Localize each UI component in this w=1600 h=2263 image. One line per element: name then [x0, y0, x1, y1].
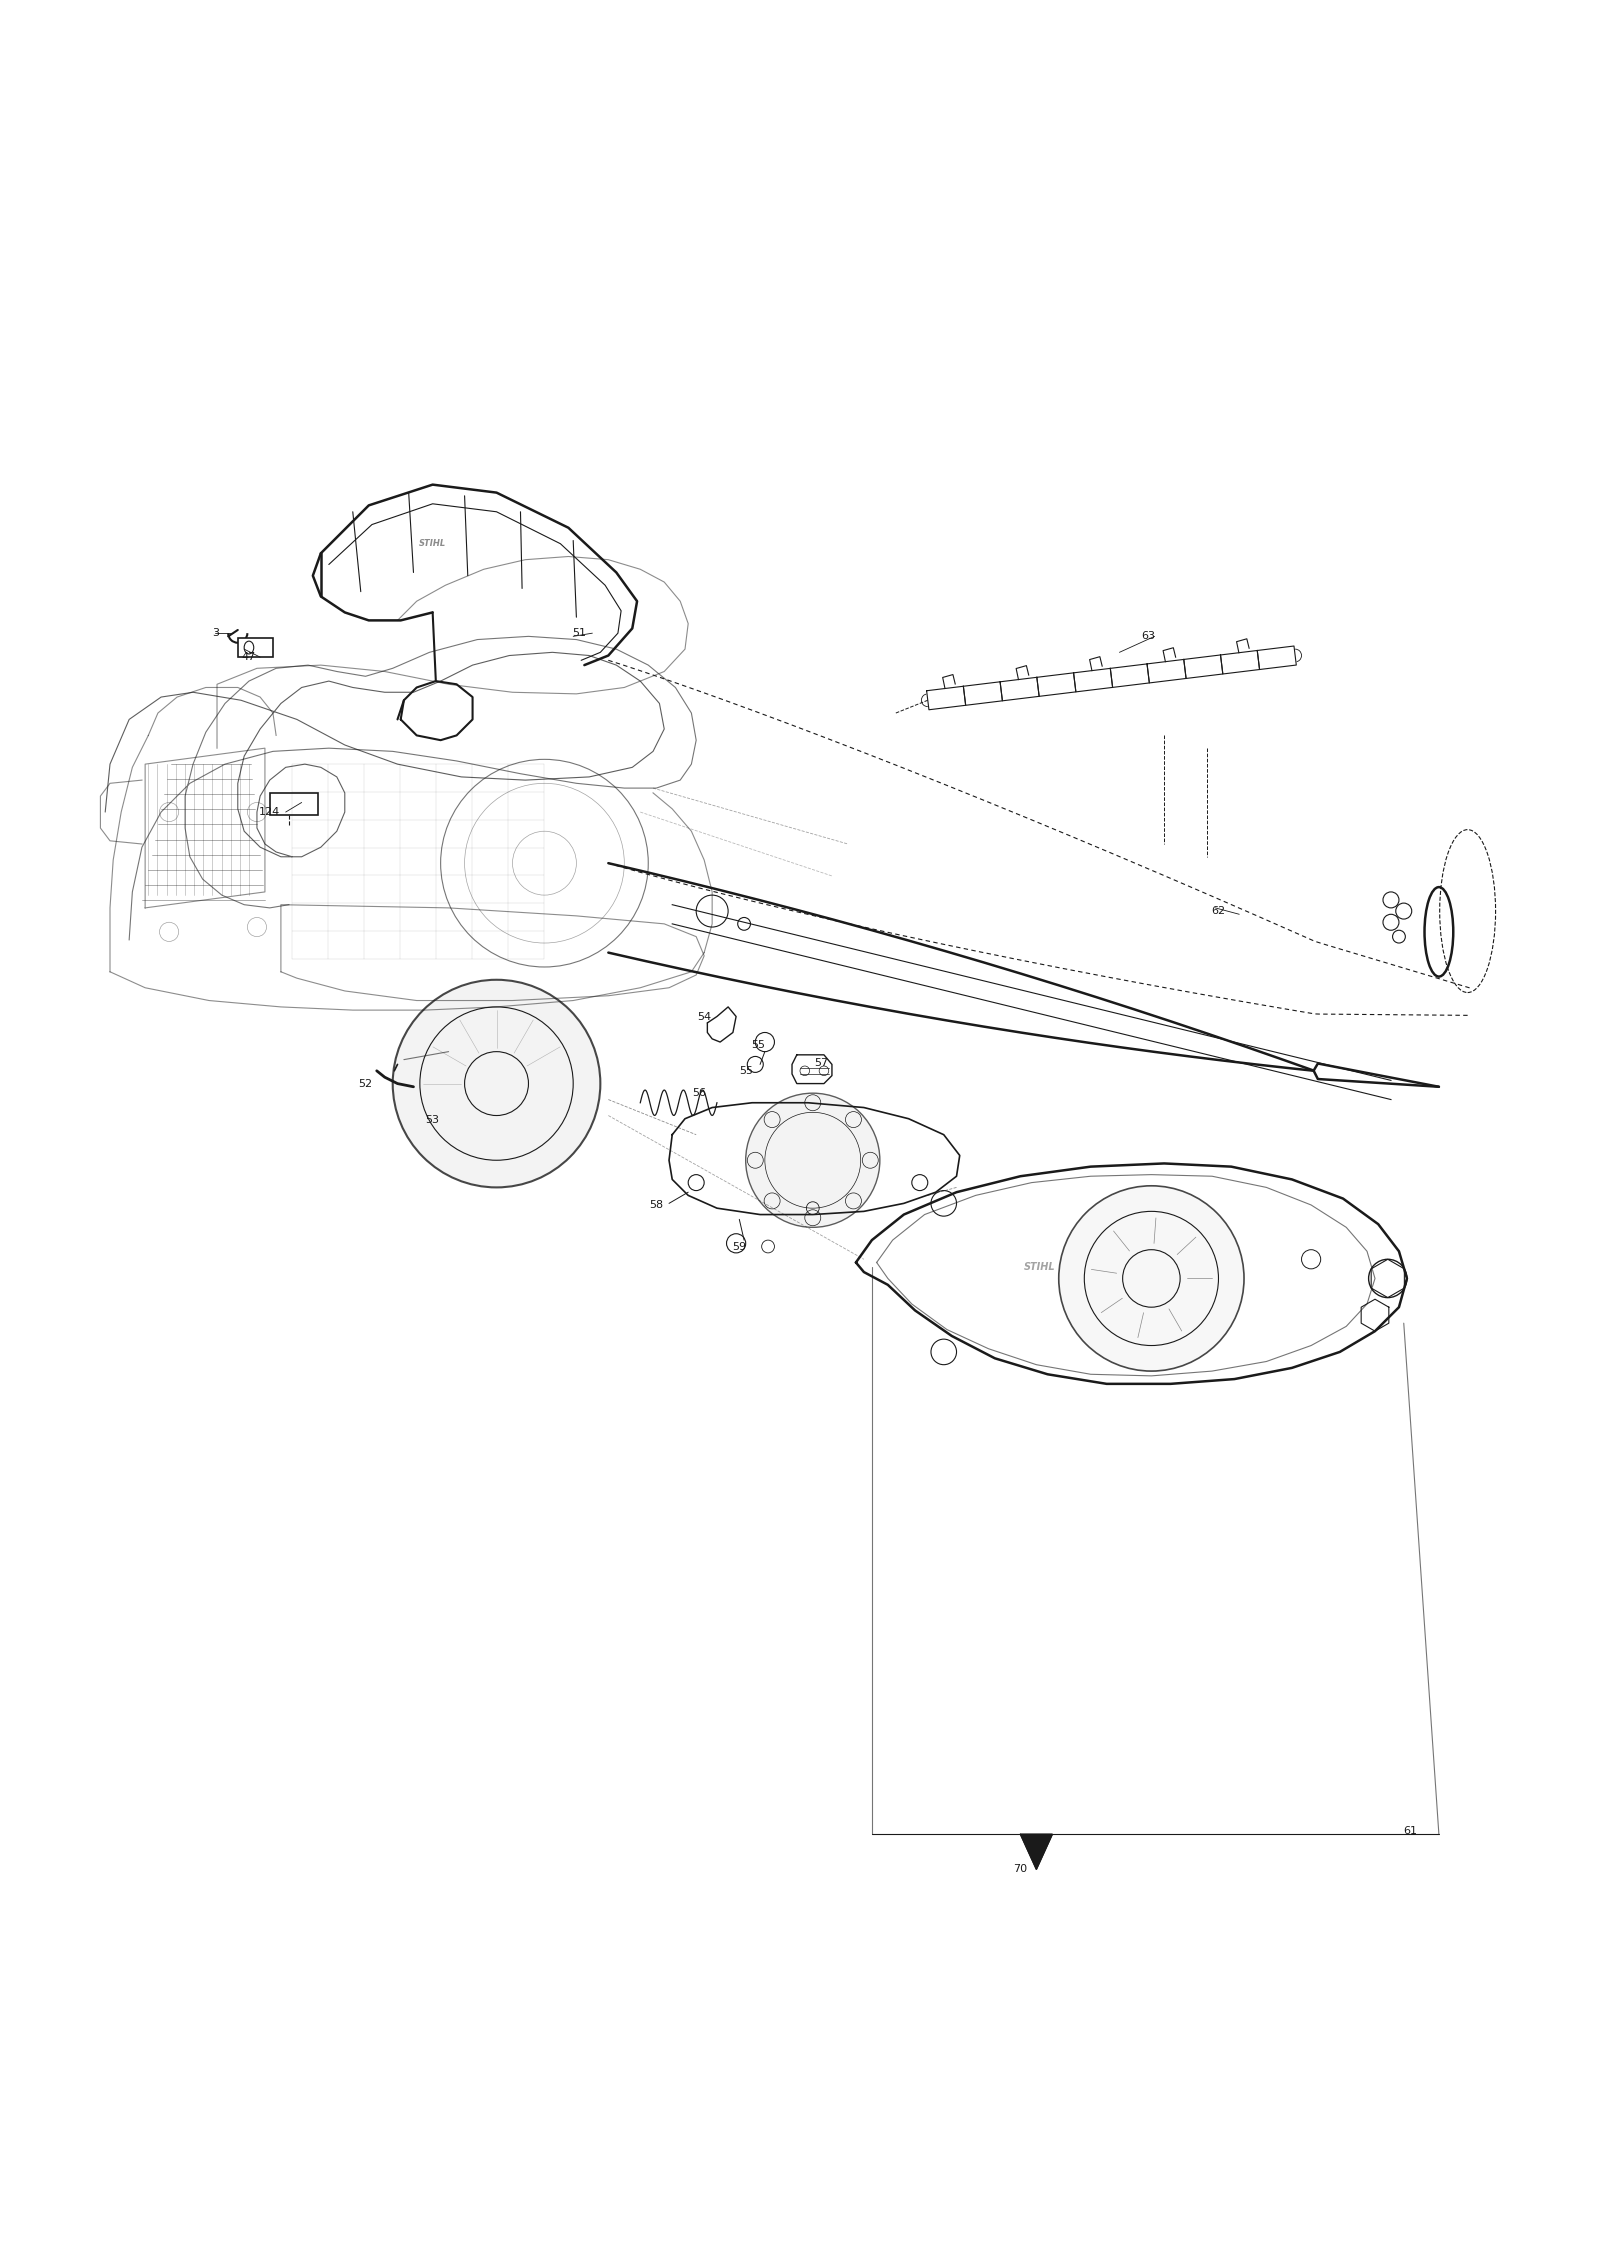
Ellipse shape: [1424, 887, 1453, 978]
Polygon shape: [963, 681, 1003, 706]
Circle shape: [746, 1093, 880, 1227]
Polygon shape: [1074, 668, 1112, 692]
Text: 51: 51: [573, 629, 587, 638]
Text: 61: 61: [1403, 1826, 1418, 1835]
Polygon shape: [1184, 654, 1222, 679]
Text: 55: 55: [752, 1041, 765, 1050]
Text: 54: 54: [698, 1012, 712, 1021]
Circle shape: [392, 980, 600, 1188]
Polygon shape: [1000, 677, 1038, 702]
Text: STIHL: STIHL: [1024, 1263, 1056, 1272]
Text: 47: 47: [242, 652, 256, 663]
Text: 62: 62: [1211, 905, 1226, 917]
Text: 57: 57: [814, 1057, 827, 1068]
Polygon shape: [1037, 672, 1075, 697]
Text: 63: 63: [1141, 631, 1155, 640]
Text: 70: 70: [1013, 1865, 1027, 1874]
Text: 124: 124: [259, 808, 280, 817]
Text: 55: 55: [739, 1066, 752, 1075]
Bar: [270, 792, 318, 815]
Polygon shape: [1147, 659, 1186, 683]
Polygon shape: [1221, 649, 1259, 674]
Circle shape: [1059, 1186, 1245, 1371]
Text: STIHL: STIHL: [419, 539, 446, 548]
Text: 56: 56: [693, 1089, 706, 1098]
Text: 59: 59: [733, 1242, 746, 1251]
Text: 52: 52: [358, 1079, 373, 1089]
Text: 3: 3: [211, 629, 219, 638]
Polygon shape: [926, 686, 966, 711]
Polygon shape: [1258, 645, 1296, 670]
Bar: [238, 638, 274, 656]
Polygon shape: [1110, 663, 1149, 688]
Text: 58: 58: [650, 1199, 664, 1211]
Text: 53: 53: [426, 1116, 440, 1125]
Polygon shape: [1021, 1835, 1053, 1869]
